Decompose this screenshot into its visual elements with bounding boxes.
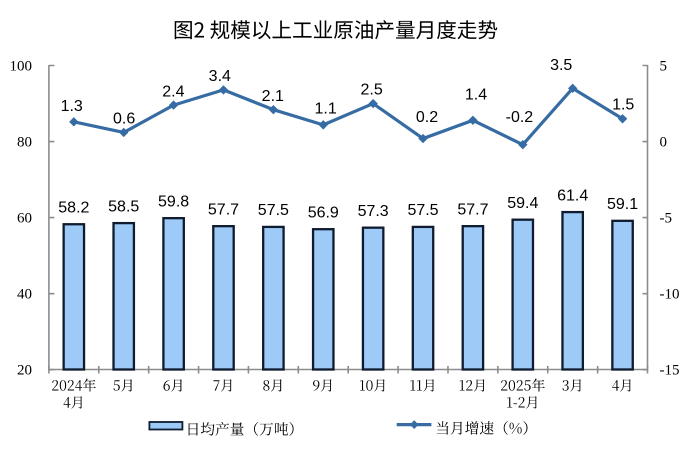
svg-text:57.5: 57.5: [407, 202, 438, 219]
svg-text:57.5: 57.5: [258, 202, 289, 219]
svg-text:1.5: 1.5: [612, 97, 634, 114]
svg-text:58.5: 58.5: [108, 198, 139, 215]
svg-text:57.3: 57.3: [358, 203, 389, 220]
svg-text:40: 40: [17, 287, 32, 303]
svg-text:60: 60: [17, 211, 32, 227]
svg-text:0.6: 0.6: [113, 111, 135, 128]
svg-text:100: 100: [10, 58, 33, 74]
svg-text:-0.2: -0.2: [506, 109, 534, 126]
svg-text:5: 5: [660, 58, 668, 74]
svg-text:2.5: 2.5: [360, 82, 382, 99]
svg-text:-15: -15: [660, 363, 680, 379]
svg-text:80: 80: [17, 135, 32, 151]
svg-text:57.7: 57.7: [208, 201, 239, 218]
svg-text:59.1: 59.1: [607, 196, 638, 213]
svg-text:-10: -10: [660, 287, 680, 303]
svg-text:0: 0: [660, 135, 668, 151]
svg-text:3.4: 3.4: [209, 68, 231, 85]
svg-text:59.8: 59.8: [158, 193, 189, 210]
svg-text:1.4: 1.4: [465, 87, 487, 104]
svg-text:57.7: 57.7: [457, 201, 488, 218]
svg-text:-5: -5: [660, 211, 673, 227]
svg-text:58.2: 58.2: [58, 200, 89, 217]
svg-text:0.2: 0.2: [416, 109, 438, 126]
svg-text:1.3: 1.3: [61, 98, 83, 115]
svg-text:61.4: 61.4: [557, 187, 588, 204]
svg-text:20: 20: [17, 363, 32, 379]
svg-text:2.4: 2.4: [162, 84, 184, 101]
svg-text:56.9: 56.9: [308, 204, 339, 221]
svg-text:2.1: 2.1: [262, 88, 284, 105]
svg-text:1.1: 1.1: [314, 101, 336, 118]
svg-text:59.4: 59.4: [507, 195, 538, 212]
svg-text:3.5: 3.5: [550, 57, 572, 74]
